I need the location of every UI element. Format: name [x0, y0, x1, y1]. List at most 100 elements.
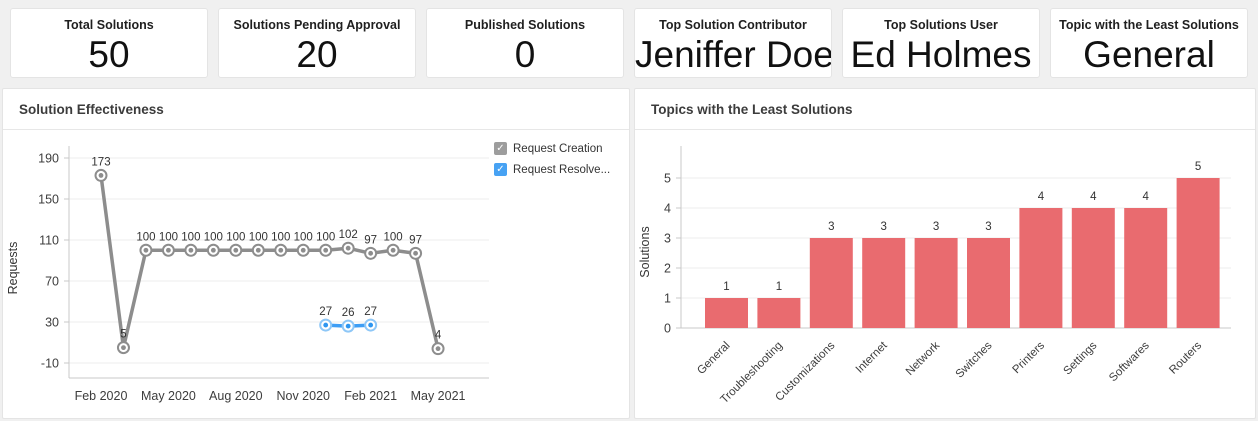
legend-label: Request Resolve... — [513, 163, 611, 176]
panel-title: Topics with the Least Solutions — [651, 101, 853, 117]
bar-value-label: 3 — [828, 221, 834, 233]
line-series — [99, 173, 440, 351]
y-tick-label: 30 — [45, 316, 59, 330]
bar[interactable] — [862, 238, 906, 328]
bar[interactable] — [1176, 178, 1220, 328]
bar-value-label: 1 — [776, 281, 782, 293]
stat-card-published-solutions: Published Solutions 0 — [426, 8, 624, 78]
x-tick-label: Feb 2020 — [75, 389, 128, 403]
data-point-dot — [435, 346, 441, 352]
y-tick-label: 2 — [664, 262, 671, 276]
data-point-label: 4 — [435, 330, 442, 342]
bar[interactable] — [967, 238, 1010, 328]
y-tick-label: -10 — [41, 357, 59, 371]
y-tick-label: 150 — [38, 193, 59, 207]
bar[interactable] — [1124, 208, 1168, 328]
data-point-label: 5 — [120, 329, 126, 341]
stat-label: Solutions Pending Approval — [233, 18, 401, 32]
data-point-label: 173 — [91, 156, 110, 168]
bar-value-label: 4 — [1142, 191, 1149, 203]
data-point-dot — [368, 250, 374, 256]
data-point-dot — [323, 247, 329, 253]
bar-value-label: 5 — [1195, 161, 1201, 173]
panel-topics-least-solutions: Topics with the Least Solutions 0 1 2 3 4 5 So… — [634, 88, 1256, 419]
stat-label: Top Solutions User — [884, 18, 998, 32]
data-point-dot — [278, 247, 284, 253]
line-chart-area: 190 150 110 70 30 -10 Requests Feb 2020 May 2020… — [3, 130, 629, 418]
legend-label: Request Creation — [513, 142, 603, 155]
checkbox-checked-icon[interactable]: ✓ — [494, 163, 507, 176]
data-point-label: 100 — [384, 231, 403, 243]
bar-category-label: Settings — [1062, 339, 1100, 377]
data-point-label: 100 — [271, 231, 290, 243]
data-point-dot — [368, 322, 374, 328]
data-point-dot — [98, 173, 104, 178]
stat-value: General — [1083, 34, 1215, 75]
bar-category-label: Softwares — [1107, 339, 1152, 384]
data-point-label: 27 — [364, 306, 377, 318]
panels-row: Solution Effectiveness 190 150 110 70 30 -10 R… — [2, 88, 1256, 419]
y-axis-title: Requests — [6, 242, 20, 295]
stat-value: 20 — [296, 34, 338, 75]
panel-solution-effectiveness: Solution Effectiveness 190 150 110 70 30 -10 R… — [2, 88, 630, 419]
stat-value: 0 — [514, 34, 536, 75]
data-point-dot — [233, 247, 239, 253]
bar-chart-area: 0 1 2 3 4 5 Solutions 1 General 1 Troubleshooting 3… — [635, 130, 1255, 418]
panel-header: Solution Effectiveness — [3, 89, 629, 130]
kpi-cards-row: Total Solutions 50 Solutions Pending App… — [2, 2, 1256, 80]
stat-label: Published Solutions — [464, 18, 586, 32]
line-chart-svg: 190 150 110 70 30 -10 Requests Feb 2020 May 2020… — [6, 146, 489, 403]
data-point-dot — [166, 247, 171, 253]
data-point-dot — [345, 245, 351, 251]
y-tick-label: 110 — [39, 234, 59, 248]
data-point-dot — [345, 323, 351, 329]
data-point-dot — [143, 247, 149, 253]
data-point-label: 100 — [204, 231, 223, 243]
bar-value-label: 3 — [880, 221, 886, 233]
data-point-label: 27 — [319, 306, 332, 318]
x-tick-label: May 2020 — [141, 389, 196, 403]
bar[interactable] — [705, 298, 748, 328]
legend-item-request-resolve[interactable]: ✓ Request Resolve... — [494, 163, 610, 176]
bar-category-label: General — [695, 340, 732, 377]
y-tick-label: 3 — [664, 232, 671, 246]
legend-item-request-creation[interactable]: ✓ Request Creation — [494, 142, 610, 155]
bar[interactable] — [757, 298, 801, 328]
bar-value-label: 3 — [933, 221, 939, 233]
stat-value: Ed Holmes — [850, 34, 1032, 75]
stat-card-solutions-pending-approval: Solutions Pending Approval 20 — [218, 8, 416, 78]
x-tick-label: Feb 2021 — [344, 389, 397, 403]
line-chart-legend: ✓ Request Creation ✓ Request Resolve... — [494, 142, 610, 176]
data-point-dot — [121, 345, 126, 351]
bar-value-label: 4 — [1038, 191, 1045, 203]
bar[interactable] — [914, 238, 958, 328]
y-tick-label: 4 — [664, 202, 671, 216]
data-point-dot — [413, 250, 418, 256]
data-point-label: 100 — [294, 231, 313, 243]
data-point-label: 100 — [249, 231, 268, 243]
data-point-dot — [323, 322, 329, 328]
data-point-dot — [188, 247, 194, 253]
bar[interactable] — [1071, 208, 1115, 328]
y-tick-label: 5 — [664, 172, 671, 186]
data-point-dot — [300, 247, 306, 253]
data-point-label: 97 — [364, 234, 377, 246]
bar[interactable] — [809, 238, 853, 328]
stat-value: Jeniffer Doe — [635, 34, 832, 75]
data-point-label: 97 — [409, 234, 422, 246]
bar[interactable] — [1019, 208, 1063, 328]
bar-category-label: Network — [904, 339, 942, 377]
data-point-label: 100 — [316, 231, 335, 243]
stat-label: Top Solution Contributor — [659, 18, 807, 32]
x-tick-label: Aug 2020 — [209, 389, 263, 403]
checkbox-checked-icon[interactable]: ✓ — [494, 142, 507, 155]
bar-value-label: 4 — [1090, 191, 1097, 203]
data-point-dot — [390, 247, 396, 253]
data-point-label: 100 — [159, 231, 178, 243]
y-tick-label: 1 — [664, 292, 671, 306]
bar-value-label: 1 — [723, 281, 729, 293]
data-point-label: 100 — [136, 231, 155, 243]
stat-card-total-solutions: Total Solutions 50 — [10, 8, 208, 78]
panel-title: Solution Effectiveness — [19, 101, 164, 117]
